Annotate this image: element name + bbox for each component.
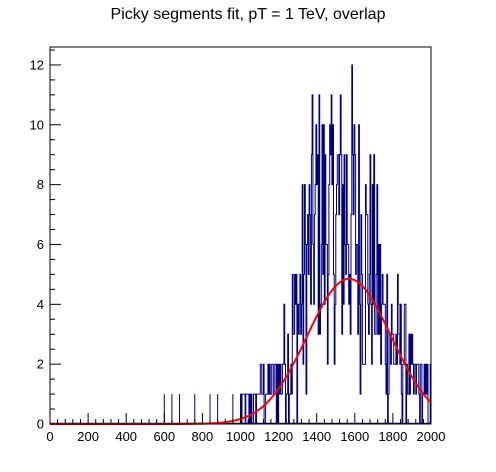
y-tick-label: 8 [37,177,44,192]
histogram-steps [240,64,431,425]
x-tick-label: 1200 [264,429,293,444]
x-tick-label: 1000 [226,429,255,444]
y-tick-label: 12 [30,57,44,72]
x-tick-label: 1600 [340,429,369,444]
y-tick-label: 10 [30,117,44,132]
x-tick-label: 1400 [302,429,331,444]
y-tick-label: 6 [37,237,44,252]
x-tick-label: 600 [153,429,175,444]
y-tick-label: 4 [37,297,44,312]
x-tick-label: 0 [46,429,53,444]
x-tick-label: 1800 [378,429,407,444]
chart-title: Picky segments fit, pT = 1 TeV, overlap [110,6,386,23]
x-tick-label: 200 [77,429,99,444]
histogram-bars [50,64,431,425]
x-tick-label: 800 [192,429,214,444]
axes: 0 200 400 600 800 1000 1200 1400 1600 1800 2000 0 2 4… [30,49,446,444]
y-tick-label: 2 [37,357,44,372]
y-tick-label: 0 [37,417,44,432]
x-tick-label: 2000 [417,429,446,444]
x-tick-label: 400 [115,429,137,444]
